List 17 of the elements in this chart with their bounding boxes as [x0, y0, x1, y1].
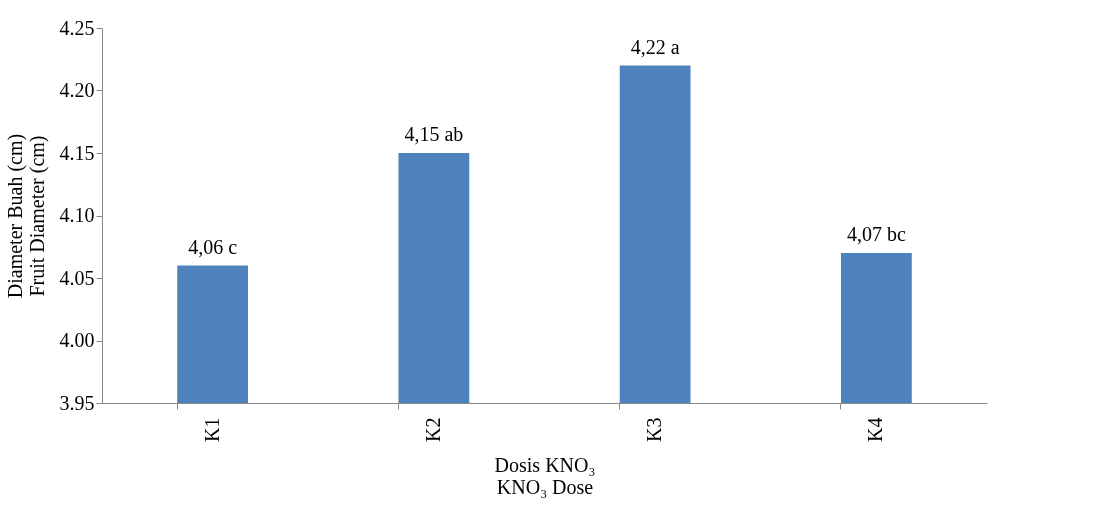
- data-label: 4,06 c: [188, 235, 238, 258]
- x-tick-label: K1: [200, 417, 223, 442]
- y-tick-label: 3.95: [59, 391, 95, 414]
- y-tick-label: 4.05: [59, 266, 95, 289]
- y-tick-label: 4.20: [59, 79, 95, 101]
- data-label: 4,15 ab: [404, 123, 464, 145]
- x-tick-label: K3: [643, 417, 666, 442]
- x-tick-label: K4: [864, 417, 887, 442]
- x-axis-title: Dosis KNO₃ KNO₃ Dose: [494, 453, 596, 498]
- y-tick-label: 4.25: [59, 16, 95, 39]
- x-tick-label: K2: [421, 417, 444, 442]
- data-label: 4,22 a: [630, 35, 680, 58]
- y-tick-label: 4.10: [59, 204, 95, 226]
- y-axis-title: Diameter Buah (cm) Fruit Diameter (cm): [3, 133, 49, 299]
- y-tick-label: 4.15: [59, 141, 95, 164]
- data-label: 4,07 bc: [846, 223, 906, 245]
- y-tick-label: 4.00: [59, 329, 95, 351]
